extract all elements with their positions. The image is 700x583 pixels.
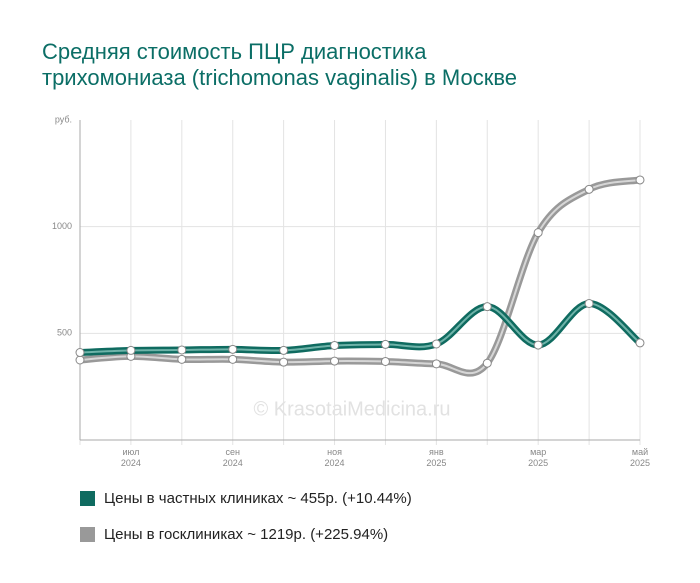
point xyxy=(635,338,645,348)
y-unit: руб. xyxy=(55,114,72,124)
y-tick-label: 1000 xyxy=(52,221,72,231)
point xyxy=(635,175,645,185)
x-tick-label: ноя 2024 xyxy=(325,447,345,468)
watermark: © KrasotaiMedicina.ru xyxy=(253,398,450,420)
legend-label: Цены в госклиниках ~ 1219р. (+225.94%) xyxy=(104,526,388,543)
point xyxy=(431,359,441,369)
point xyxy=(228,344,238,354)
point xyxy=(533,340,543,350)
point xyxy=(482,358,492,368)
x-tick-label: июл 2024 xyxy=(121,447,141,468)
point xyxy=(533,228,543,238)
x-tick-label: май 2025 xyxy=(630,447,650,468)
point xyxy=(279,357,289,367)
y-tick-label: 500 xyxy=(57,328,72,338)
point xyxy=(482,302,492,312)
point xyxy=(177,345,187,355)
point xyxy=(380,339,390,349)
legend-swatch xyxy=(80,491,95,506)
x-tick-label: сен 2024 xyxy=(223,447,243,468)
point xyxy=(75,348,85,358)
point xyxy=(75,355,85,365)
point xyxy=(431,339,441,349)
point xyxy=(330,340,340,350)
x-tick-label: янв 2025 xyxy=(426,447,446,468)
x-tick-label: мар 2025 xyxy=(528,447,548,468)
chart-title: Средняя стоимость ПЦР диагностика трихомо… xyxy=(42,39,517,90)
legend-label: Цены в частных клиниках ~ 455р. (+10.44%… xyxy=(104,490,412,507)
point xyxy=(228,354,238,364)
legend-swatch xyxy=(80,527,95,542)
point xyxy=(584,298,594,308)
point xyxy=(584,184,594,194)
point xyxy=(330,356,340,366)
point xyxy=(380,356,390,366)
point xyxy=(177,354,187,364)
point xyxy=(279,345,289,355)
point xyxy=(126,345,136,355)
